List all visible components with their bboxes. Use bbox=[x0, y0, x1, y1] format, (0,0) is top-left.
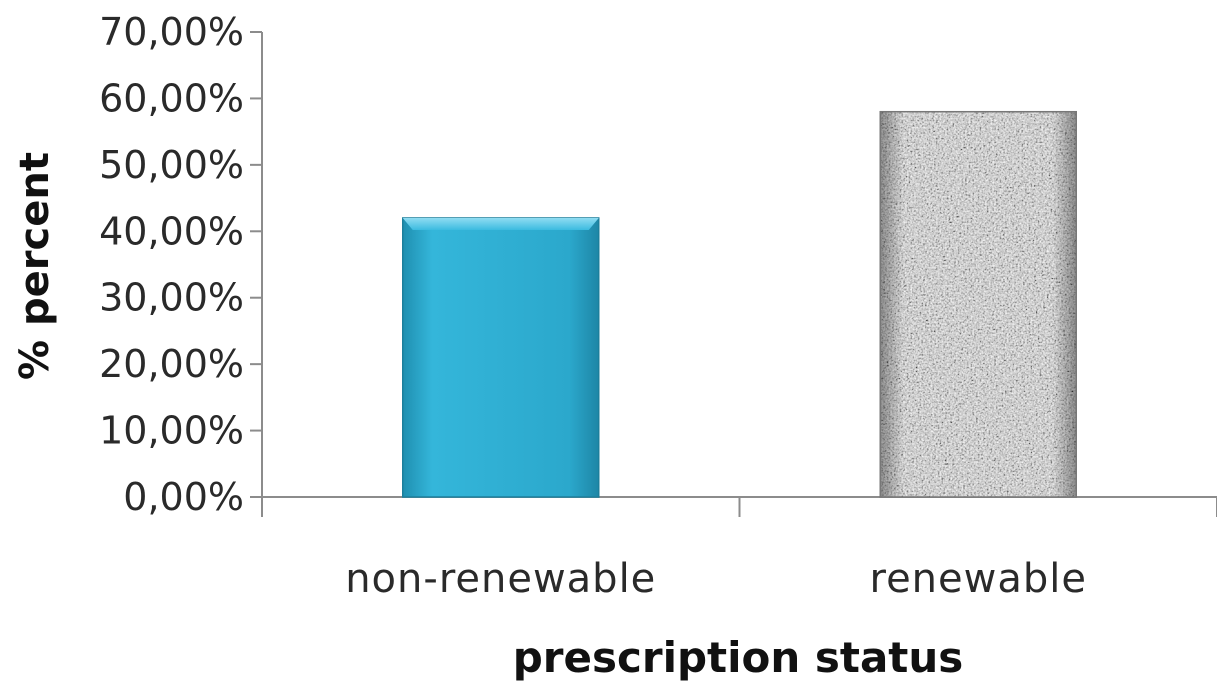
y-axis: 0,00% 10,00% 20,00% 30,00% 40,00% 50,00% 60,00… bbox=[99, 10, 263, 519]
y-tick-label: 0,00% bbox=[123, 475, 244, 519]
bars-group bbox=[402, 110, 1077, 498]
y-tick-label: 10,00% bbox=[99, 409, 244, 453]
bar-shade bbox=[880, 111, 1077, 497]
x-tick-label: renewable bbox=[870, 556, 1087, 602]
bar-bevel bbox=[402, 218, 599, 230]
y-axis-title: % percent bbox=[12, 152, 58, 380]
x-axis: non-renewable renewable bbox=[261, 496, 1217, 602]
bar-non-renewable bbox=[402, 217, 600, 498]
x-tick-label: non-renewable bbox=[345, 556, 656, 602]
y-tick-label: 30,00% bbox=[99, 276, 244, 320]
bar-renewable bbox=[879, 110, 1077, 498]
y-tick-label: 60,00% bbox=[99, 76, 244, 120]
y-tick-label: 20,00% bbox=[99, 342, 244, 386]
y-tick-label: 70,00% bbox=[99, 10, 244, 54]
x-axis-title: prescription status bbox=[513, 633, 964, 682]
bar-outline bbox=[879, 110, 1077, 498]
y-tick-label: 40,00% bbox=[99, 209, 244, 253]
bar bbox=[402, 217, 600, 498]
y-tick-label: 50,00% bbox=[99, 143, 244, 187]
